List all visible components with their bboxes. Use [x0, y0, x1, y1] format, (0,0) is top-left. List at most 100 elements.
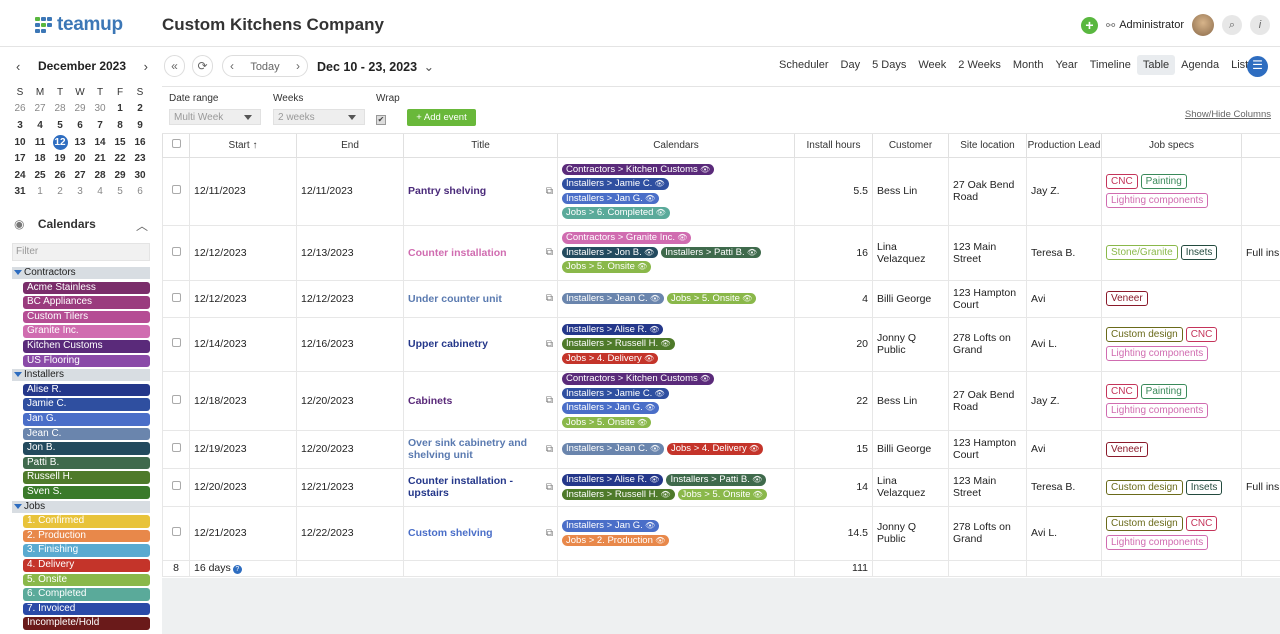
mini-calendar-day[interactable]: 3: [17, 119, 23, 131]
mini-calendar-day[interactable]: 1: [37, 186, 43, 198]
view-tab-table[interactable]: Table: [1136, 55, 1176, 75]
calendar-tag[interactable]: Jobs > 4. Delivery 👁: [666, 443, 764, 455]
user-menu[interactable]: ⚯ Administrator: [1106, 19, 1184, 32]
date-range-select[interactable]: Multi Week: [169, 109, 261, 125]
calendar-tag[interactable]: Jobs > 5. Onsite 👁: [562, 261, 652, 273]
calendar-item[interactable]: 1. Confirmed: [23, 515, 150, 528]
calendar-item[interactable]: Custom Tilers: [23, 310, 150, 324]
hamburger-menu-icon[interactable]: ☰: [1247, 56, 1268, 77]
add-event-button[interactable]: + Add event: [407, 109, 476, 126]
next-month-button[interactable]: ›: [143, 59, 148, 74]
view-tab-5-days[interactable]: 5 Days: [872, 59, 907, 71]
calendar-item[interactable]: Incomplete/Hold: [23, 617, 150, 630]
calendar-item[interactable]: Jan G.: [23, 413, 150, 426]
calendar-item[interactable]: Sven S.: [23, 486, 150, 499]
calendar-tag[interactable]: Installers > Jon B. 👁: [562, 246, 659, 259]
mini-calendar-day[interactable]: 27: [34, 103, 46, 115]
teamup-logo[interactable]: teamup: [35, 14, 123, 36]
event-title-link[interactable]: Cabinets ⧉: [408, 395, 553, 407]
mini-calendar-day[interactable]: 19: [54, 153, 66, 165]
calendar-item[interactable]: Jon B.: [23, 442, 150, 455]
table-row[interactable]: 12/21/2023 12/22/2023 Custom shelving ⧉ Inst…: [162, 505, 1280, 561]
column-header[interactable]: Install hours: [794, 134, 873, 158]
calendar-tag[interactable]: Installers > Jan G. 👁: [562, 520, 660, 532]
open-external-icon[interactable]: ⧉: [545, 247, 553, 258]
event-title-link[interactable]: Counter installation ⧉: [408, 247, 553, 259]
mini-calendar-day[interactable]: 4: [37, 119, 43, 131]
view-tab-2-weeks[interactable]: 2 Weeks: [958, 59, 1001, 71]
calendar-item[interactable]: Patti B.: [23, 456, 150, 470]
calendar-item[interactable]: 4. Delivery: [23, 559, 150, 572]
wrap-checkbox[interactable]: ✔: [376, 115, 386, 125]
view-tab-week[interactable]: Week: [918, 59, 947, 71]
mini-calendar-day[interactable]: 5: [117, 186, 123, 198]
calendar-item[interactable]: US Flooring: [23, 354, 150, 368]
row-checkbox[interactable]: [171, 185, 181, 194]
calendar-item[interactable]: Acme Stainless: [23, 281, 150, 295]
open-external-icon[interactable]: ⧉: [545, 185, 553, 197]
view-tab-timeline[interactable]: Timeline: [1089, 59, 1131, 71]
column-header[interactable]: [1241, 134, 1280, 158]
calendar-item[interactable]: Russell H.: [23, 471, 150, 484]
mini-calendar-day[interactable]: 29: [74, 103, 86, 115]
mini-calendar-day[interactable]: 16: [134, 136, 146, 148]
open-external-icon[interactable]: ⧉: [545, 481, 553, 493]
table-row[interactable]: 12/11/2023 12/11/2023 Pantry shelving ⧉ Cont…: [162, 156, 1280, 226]
event-title-link[interactable]: Pantry shelving ⧉: [408, 185, 553, 197]
calendar-item[interactable]: 6. Completed: [23, 588, 150, 601]
view-tab-year[interactable]: Year: [1055, 59, 1078, 71]
row-checkbox[interactable]: [171, 292, 181, 302]
mini-calendar-day[interactable]: 31: [14, 186, 26, 198]
row-checkbox[interactable]: [171, 443, 181, 452]
column-header[interactable]: Production Lead: [1026, 134, 1102, 158]
row-checkbox[interactable]: [171, 246, 181, 256]
calendar-tag[interactable]: Jobs > 2. Production 👁: [562, 534, 670, 546]
open-external-icon[interactable]: ⧉: [545, 527, 553, 539]
prev-range-button[interactable]: ‹: [230, 59, 234, 73]
calendar-tag[interactable]: Installers > Patti B. 👁: [666, 474, 767, 486]
mini-calendar-day[interactable]: 25: [34, 169, 46, 181]
column-header[interactable]: Job specs: [1101, 134, 1242, 158]
view-tab-agenda[interactable]: Agenda: [1181, 59, 1220, 71]
calendar-group-installers[interactable]: Installers: [12, 369, 150, 382]
mini-calendar-day[interactable]: 17: [14, 153, 26, 165]
open-external-icon[interactable]: ⧉: [545, 338, 553, 350]
column-header[interactable]: End: [296, 134, 404, 158]
mini-calendar-day[interactable]: 9: [137, 119, 143, 131]
info-icon[interactable]: i: [1250, 15, 1270, 35]
row-checkbox[interactable]: [171, 394, 181, 404]
calendar-tag[interactable]: Installers > Jean C. 👁: [562, 443, 664, 455]
calendar-item[interactable]: 5. Onsite: [23, 573, 150, 587]
column-header[interactable]: Title: [403, 134, 558, 158]
calendar-tag[interactable]: Installers > Russell H. 👁: [562, 338, 675, 350]
select-all-checkbox[interactable]: [171, 139, 181, 149]
mini-calendar-day[interactable]: 26: [54, 169, 66, 181]
mini-calendar-day[interactable]: 13: [74, 136, 86, 148]
calendar-tag[interactable]: Contractors > Kitchen Customs 👁: [562, 373, 715, 385]
table-row[interactable]: 12/14/2023 12/16/2023 Upper cabinetry ⧉ Inst…: [162, 316, 1280, 372]
mini-calendar-day[interactable]: 23: [134, 153, 146, 165]
calendar-item[interactable]: Granite Inc.: [23, 325, 150, 338]
table-row[interactable]: 12/12/2023 12/12/2023 Under counter unit ⧉ I…: [162, 279, 1280, 318]
calendar-tag[interactable]: Contractors > Kitchen Customs 👁: [562, 163, 715, 175]
plus-icon[interactable]: +: [1080, 16, 1098, 34]
open-external-icon[interactable]: ⧉: [545, 293, 553, 304]
mini-calendar-day[interactable]: 12: [50, 134, 70, 151]
calendar-tag[interactable]: Jobs > 5. Onsite 👁: [677, 488, 767, 500]
mini-calendar-day[interactable]: 30: [134, 169, 146, 181]
calendar-tag[interactable]: Installers > Alise R. 👁: [562, 323, 664, 336]
today-button[interactable]: Today: [250, 61, 280, 73]
column-header[interactable]: Site location: [948, 134, 1027, 158]
open-external-icon[interactable]: ⧉: [545, 395, 553, 406]
calendar-tag[interactable]: Installers > Jamie C. 👁: [562, 178, 669, 190]
mini-calendar-day[interactable]: 6: [137, 186, 143, 198]
calendar-tag[interactable]: Installers > Patti B. 👁: [661, 246, 762, 259]
date-range-picker[interactable]: Dec 10 - 23, 2023 ⌄: [317, 59, 434, 74]
mini-calendar-day[interactable]: 20: [74, 153, 86, 165]
calendar-tag[interactable]: Contractors > Granite Inc. 👁: [562, 232, 692, 244]
calendar-tag[interactable]: Installers > Jean C. 👁: [562, 292, 664, 305]
mini-calendar-day[interactable]: 15: [114, 136, 126, 148]
view-tab-day[interactable]: Day: [840, 59, 861, 71]
calendar-tag[interactable]: Installers > Russell H. 👁: [562, 488, 675, 500]
search-icon[interactable]: ⌕: [1222, 15, 1242, 35]
